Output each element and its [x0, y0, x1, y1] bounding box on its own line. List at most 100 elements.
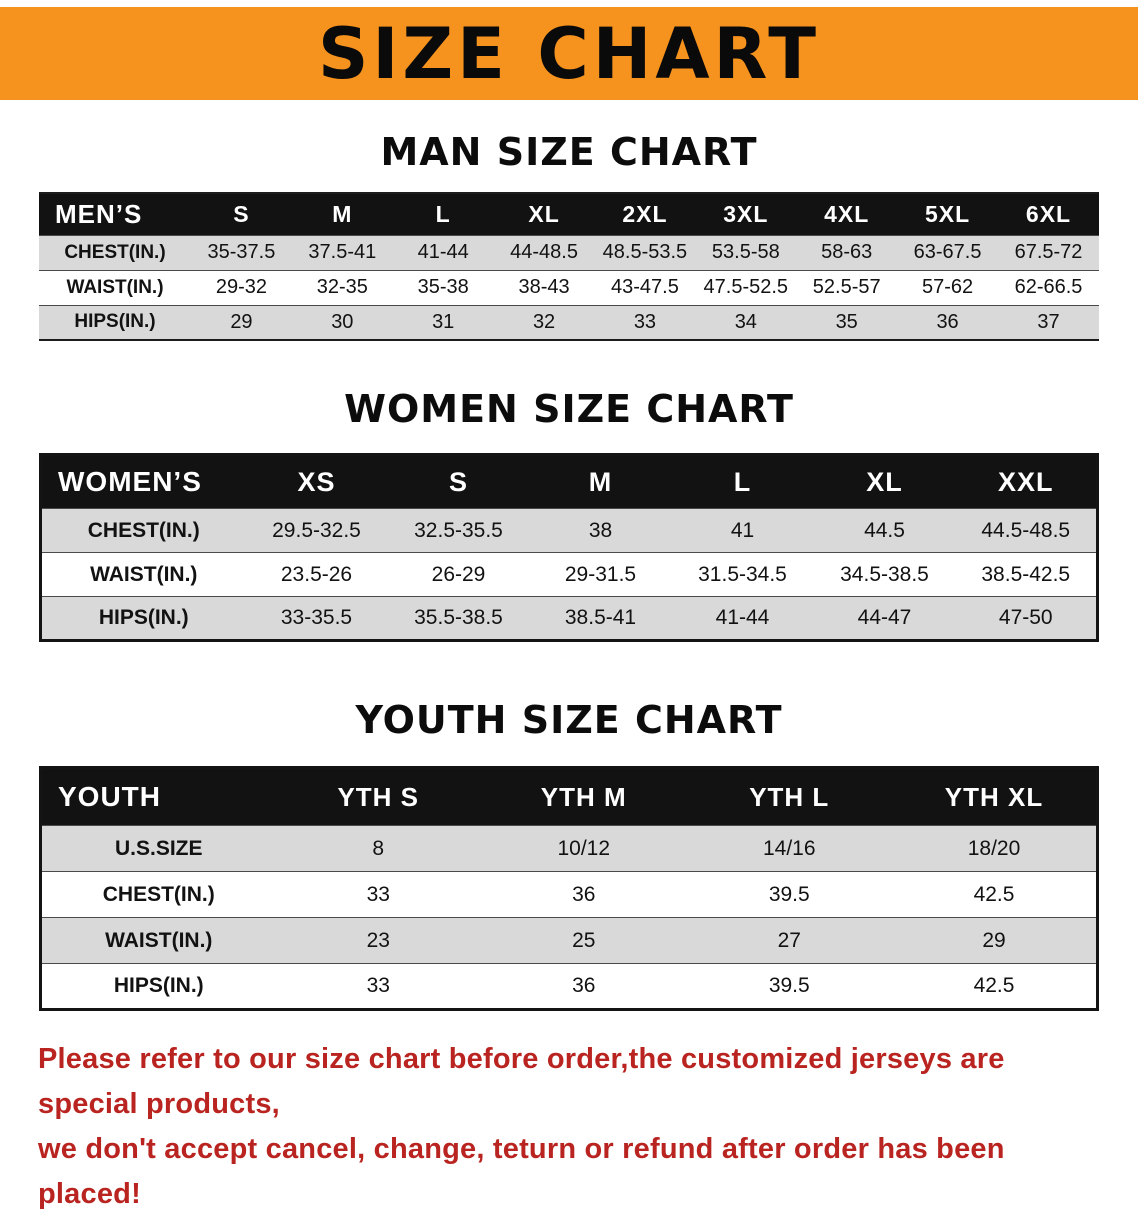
size-value-cell: 44.5-48.5 [981, 518, 1071, 542]
measurement-label: WAIST(IN.) [105, 928, 213, 952]
size-value-cell: 43-47.5 [611, 276, 679, 298]
youth-header-row: YOUTH YTH S YTH M YTH L YTH XL [40, 767, 1098, 826]
size-value-cell: 47-50 [998, 606, 1053, 629]
youth-size-table: YOUTH YTH S YTH M YTH L YTH XL U.S.SIZE 8 10/12… [39, 766, 1099, 1011]
size-value-cell: 38.5-42.5 [981, 562, 1071, 586]
youth-column-header: YTH S [275, 767, 481, 826]
size-value-cell: 30 [331, 310, 354, 333]
women-table-title: WOMEN’S [40, 454, 246, 509]
youth-measurement-row: HIPS(IN.) 33 36 39.5 42.5 [40, 963, 1098, 1010]
size-value-cell: 23.5-26 [280, 562, 353, 586]
size-value-cell: 29 [230, 310, 253, 333]
youth-table-title: YOUTH [40, 767, 276, 826]
size-value-cell: 31.5-34.5 [698, 562, 787, 586]
size-value-cell: 57-62 [921, 276, 974, 298]
size-value-cell: 41-44 [715, 606, 770, 629]
men-table-title: MEN’S [39, 193, 191, 235]
size-value-cell: 39.5 [768, 882, 810, 906]
size-value-cell: 8 [372, 836, 385, 860]
size-value-cell: 44.5 [864, 518, 905, 542]
men-column-header: S [191, 193, 292, 235]
size-value-cell: 29.5-32.5 [272, 518, 361, 542]
size-value-cell: 38 [588, 518, 613, 542]
size-value-cell: 42.5 [973, 974, 1015, 997]
size-chart-banner: SIZE CHART [0, 7, 1138, 100]
size-value-cell: 34 [734, 310, 757, 333]
youth-section: YOUTH SIZE CHART YOUTH YTH S YTH M YTH L YTH… [0, 698, 1138, 1011]
size-value-cell: 58-63 [821, 241, 873, 263]
measurement-label: CHEST(IN.) [87, 518, 200, 542]
men-column-header: 6XL [998, 193, 1099, 235]
disclaimer-line-2: we don't accept cancel, change, teturn o… [38, 1132, 1005, 1210]
youth-column-header: YTH L [686, 767, 892, 826]
men-header-row: MEN’S S M L XL 2XL 3XL 4XL 5XL 6XL [39, 193, 1099, 235]
disclaimer: Please refer to our size chart before or… [38, 1037, 1100, 1217]
women-measurement-row: HIPS(IN.) 33-35.5 35.5-38.5 38.5-41 41-44 44-… [40, 596, 1098, 641]
size-value-cell: 32 [532, 310, 556, 333]
size-value-cell: 53.5-58 [711, 241, 780, 263]
measurement-label: HIPS(IN.) [113, 974, 204, 997]
size-value-cell: 44-48.5 [510, 241, 578, 263]
size-value-cell: 10/12 [557, 836, 611, 860]
men-column-header: 2XL [594, 193, 696, 235]
measurement-label: CHEST(IN.) [64, 241, 166, 263]
disclaimer-line-1: Please refer to our size chart before or… [38, 1043, 1005, 1120]
youth-section-heading: YOUTH SIZE CHART [355, 698, 783, 742]
size-value-cell: 36 [936, 310, 959, 333]
size-value-cell: 48.5-53.5 [602, 241, 688, 263]
women-column-header: XL [813, 454, 956, 509]
men-size-table: MEN’S S M L XL 2XL 3XL 4XL 5XL 6XL CHEST(IN.) 35-37… [39, 192, 1099, 341]
youth-column-header: YTH XL [892, 767, 1098, 826]
size-value-cell: 33 [366, 882, 390, 906]
women-section-heading: WOMEN SIZE CHART [344, 387, 794, 431]
men-measurement-row: WAIST(IN.) 29-32 32-35 35-38 38-43 43-47.5 47.… [39, 270, 1099, 305]
size-chart-page: SIZE CHART MAN SIZE CHART MEN’S S M L XL 2XL 3… [0, 7, 1138, 1217]
size-value-cell: 38-43 [518, 276, 570, 298]
measurement-label: WAIST(IN.) [90, 562, 198, 586]
size-value-cell: 31 [432, 310, 455, 333]
size-value-cell: 32.5-35.5 [414, 518, 503, 542]
size-value-cell: 29-32 [215, 276, 268, 298]
size-value-cell: 37.5-41 [308, 241, 377, 263]
size-value-cell: 29-31.5 [564, 562, 637, 586]
size-value-cell: 35-37.5 [207, 241, 276, 263]
measurement-label: HIPS(IN.) [74, 311, 156, 333]
size-value-cell: 36 [572, 882, 596, 906]
size-value-cell: 42.5 [973, 882, 1015, 906]
women-column-header: L [671, 454, 814, 509]
size-value-cell: 25 [572, 928, 596, 952]
size-value-cell: 35-38 [417, 276, 469, 298]
size-value-cell: 18/20 [967, 836, 1021, 860]
men-measurement-row: HIPS(IN.) 29 30 31 32 33 34 35 36 37 [39, 305, 1099, 340]
banner-title: SIZE CHART [317, 12, 821, 95]
youth-measurement-row: WAIST(IN.) 23 25 27 29 [40, 917, 1098, 964]
women-section: WOMEN SIZE CHART WOMEN’S XS S M L XL XXL CHEST(… [0, 387, 1138, 642]
size-value-cell: 26-29 [431, 562, 486, 586]
men-column-header: M [291, 193, 393, 235]
men-section-heading: MAN SIZE CHART [380, 130, 758, 174]
youth-measurement-row: CHEST(IN.) 33 36 39.5 42.5 [40, 871, 1098, 918]
size-value-cell: 29 [982, 928, 1006, 952]
women-size-table: WOMEN’S XS S M L XL XXL CHEST(IN.) 29.5-32.5 32.5… [39, 453, 1099, 642]
size-value-cell: 67.5-72 [1014, 241, 1083, 263]
measurement-label: WAIST(IN.) [66, 276, 164, 298]
size-value-cell: 33 [366, 974, 390, 997]
size-value-cell: 52.5-57 [812, 276, 881, 298]
men-column-header: 5XL [897, 193, 998, 235]
size-value-cell: 39.5 [768, 974, 810, 997]
size-value-cell: 34.5-38.5 [840, 562, 929, 586]
women-column-header: S [387, 454, 530, 509]
size-value-cell: 41-44 [417, 241, 469, 263]
men-column-header: 3XL [695, 193, 797, 235]
size-value-cell: 47.5-52.5 [703, 276, 789, 298]
size-value-cell: 33-35.5 [280, 606, 353, 629]
men-column-header: 4XL [796, 193, 898, 235]
women-measurement-row: WAIST(IN.) 23.5-26 26-29 29-31.5 31.5-34.5 34… [40, 552, 1098, 597]
size-value-cell: 23 [366, 928, 390, 952]
women-header-row: WOMEN’S XS S M L XL XXL [40, 454, 1098, 509]
women-measurement-row: CHEST(IN.) 29.5-32.5 32.5-35.5 38 41 44.5 44.5… [40, 508, 1098, 553]
size-value-cell: 14/16 [762, 836, 816, 860]
women-column-header: M [529, 454, 672, 509]
size-value-cell: 41 [730, 518, 755, 542]
size-value-cell: 35.5-38.5 [414, 606, 503, 629]
